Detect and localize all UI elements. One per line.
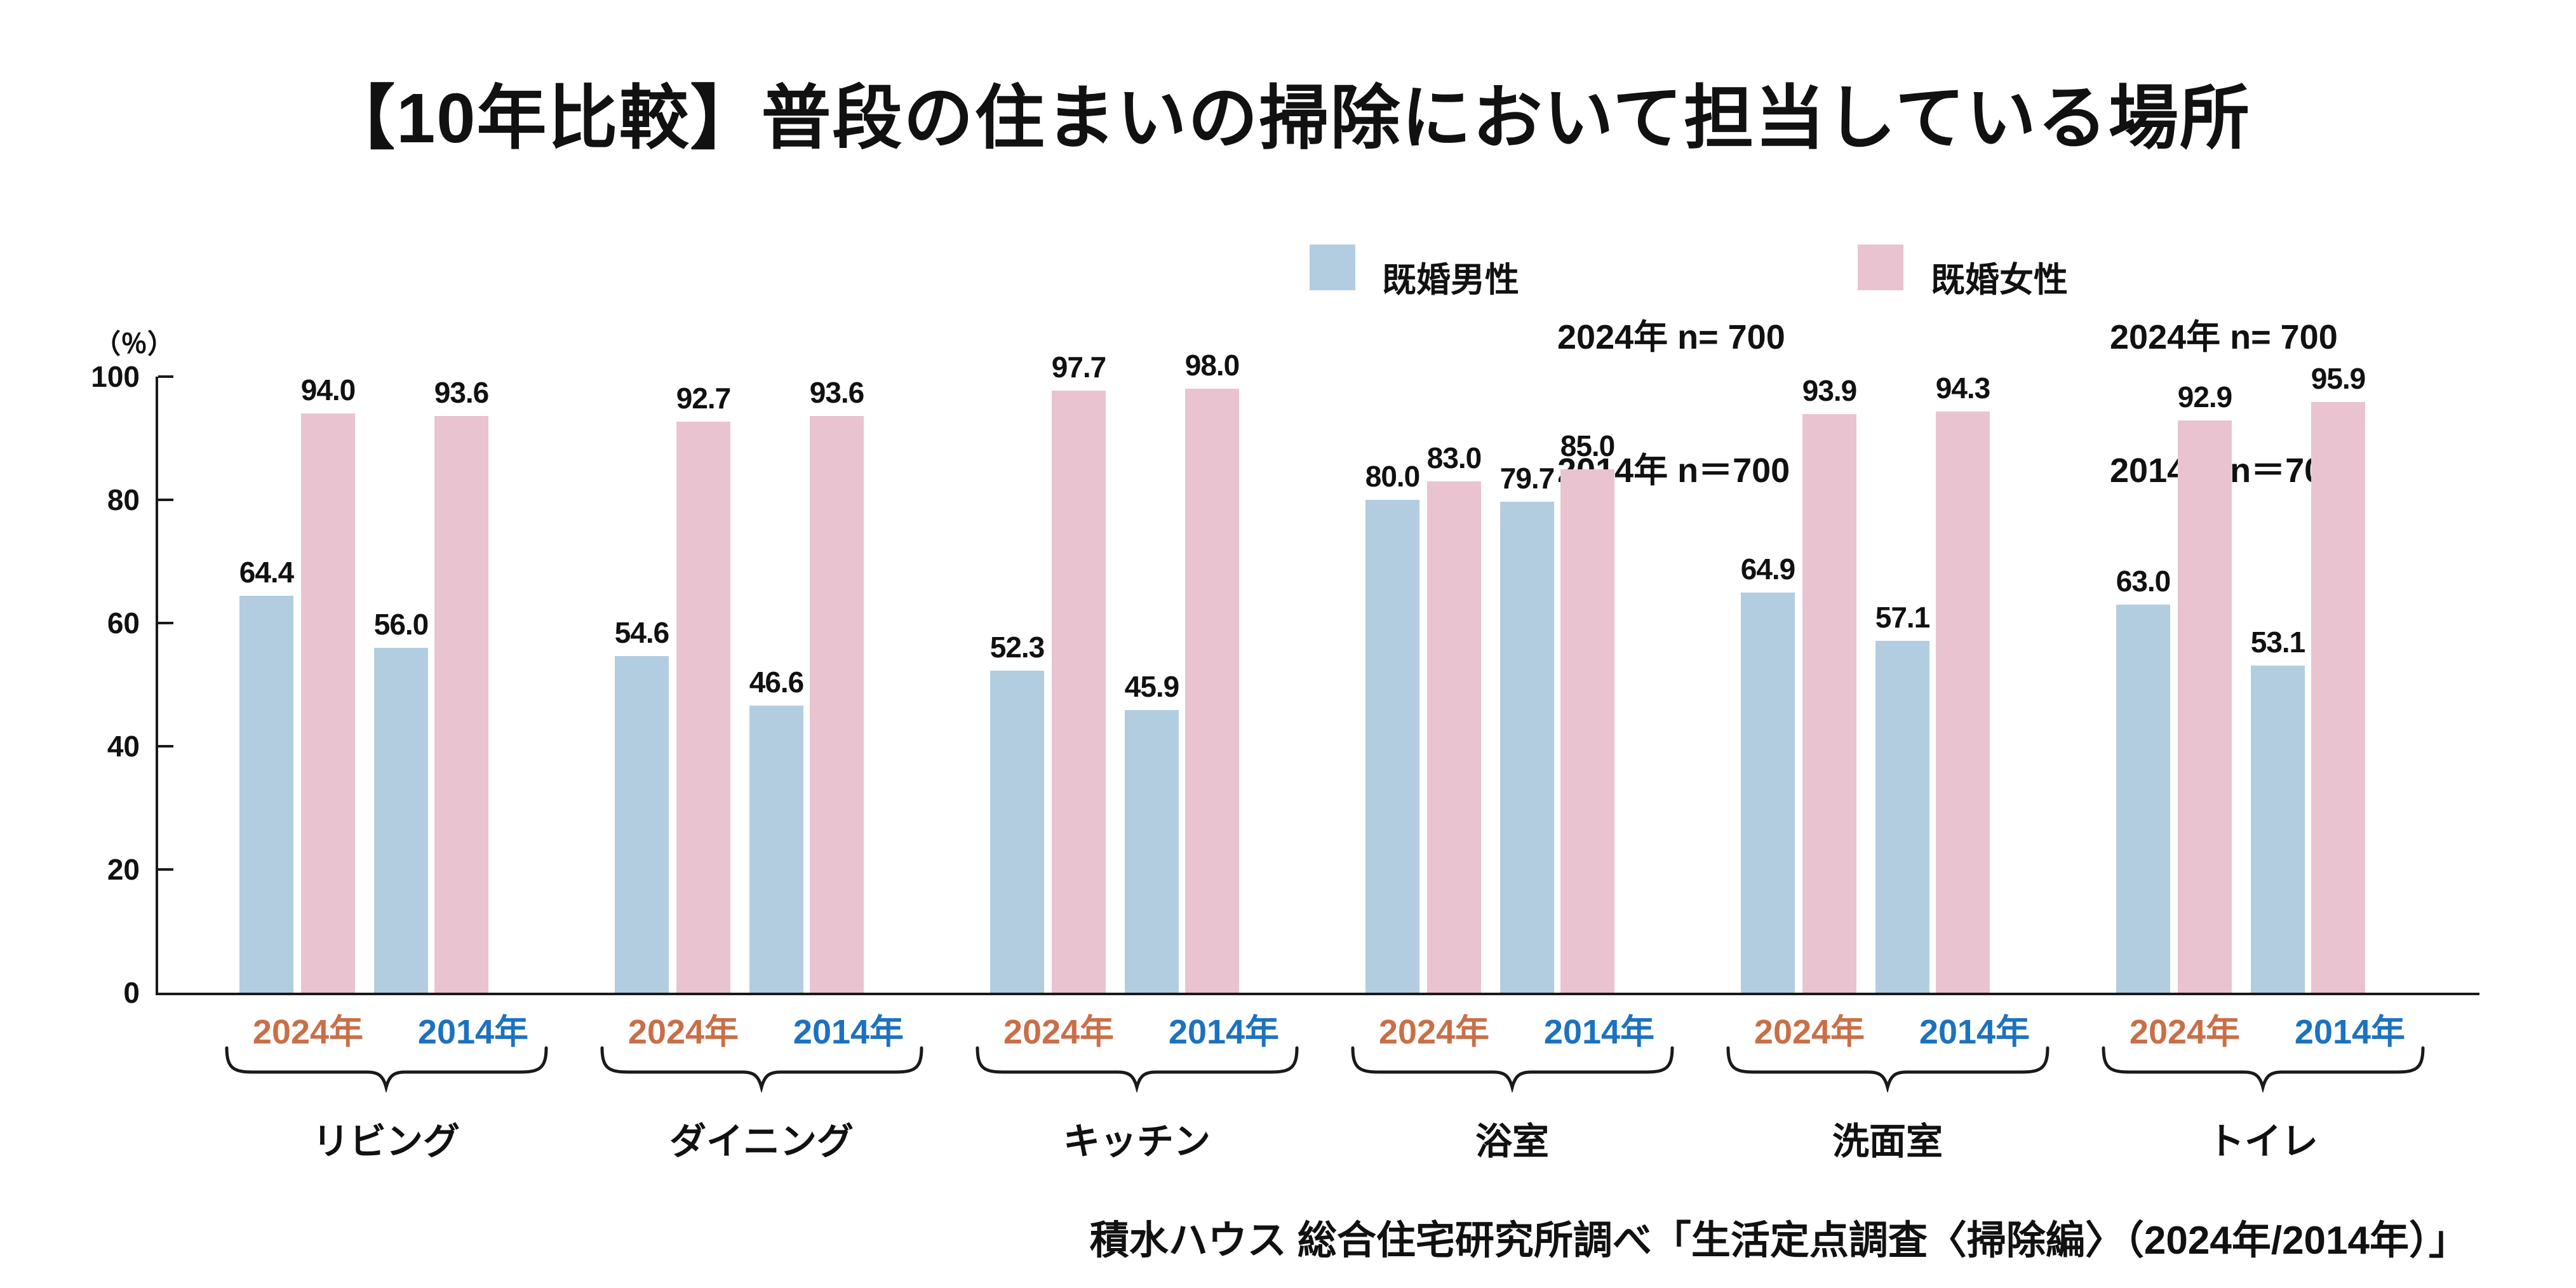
group-year-label-2024年-浴室: 2024年: [1378, 1013, 1490, 1051]
y-axis-tick-label: 60: [107, 607, 140, 640]
category-brace: [225, 1046, 548, 1092]
bar-value-label: 94.3: [1935, 372, 1991, 405]
legend-swatch-married-women: [1858, 245, 1903, 290]
bar-value-label: 46.6: [749, 665, 805, 699]
bar-female-2024年-リビング: 94.0: [301, 373, 356, 993]
bar-female-2014年-洗面室: 94.3: [1936, 372, 1990, 993]
bar-value-label: 95.9: [2311, 361, 2366, 395]
y-axis-tick-label: 40: [107, 730, 140, 763]
bar-value-label: 93.6: [434, 376, 490, 410]
bar-male-2014年-ダイニング: 46.6: [749, 666, 804, 993]
bar-male-2014年-キッチン: 45.9: [1125, 670, 1179, 993]
bar-female-2014年-ダイニング: 93.6: [810, 376, 864, 993]
bar-female-2024年-ダイニング: 92.7: [676, 382, 731, 993]
legend-label-married-women: 既婚女性: [1931, 261, 2068, 299]
bar-female-2014年-トイレ: 95.9: [2311, 362, 2366, 993]
bar-value-label: 94.0: [300, 373, 356, 407]
category-label-ダイニング: ダイニング: [669, 1121, 854, 1162]
y-axis-tick-label: 80: [107, 483, 140, 516]
bar-value-label: 98.0: [1184, 349, 1240, 382]
bar-value-label: 45.9: [1124, 669, 1180, 703]
bar-value-label: 64.9: [1740, 553, 1796, 586]
bar-value-label: 85.0: [1560, 429, 1616, 462]
bar-value-label: 56.0: [373, 607, 429, 641]
y-axis-tick-label: 0: [123, 976, 140, 1009]
bar-value-label: 52.3: [989, 630, 1045, 664]
legend-swatch-married-men: [1310, 245, 1355, 290]
bar-male-2014年-洗面室: 57.1: [1875, 601, 1930, 993]
bar-male-2014年-トイレ: 53.1: [2251, 626, 2305, 993]
y-axis-tick-label: 20: [107, 853, 140, 886]
y-axis-tick: [158, 622, 173, 624]
y-axis-tick: [158, 745, 173, 748]
group-year-label-2014年-トイレ: 2014年: [2294, 1013, 2406, 1051]
group-year-label-2014年-キッチン: 2014年: [1168, 1013, 1280, 1051]
category-brace: [1726, 1046, 2049, 1092]
bar-female-2014年-リビング: 93.6: [434, 376, 489, 993]
source-note: 積水ハウス 総合住宅研究所調べ「生活定点調査〈掃除編〉（2024年/2014年）…: [1089, 1219, 2468, 1263]
group-year-label-2024年-リビング: 2024年: [252, 1013, 364, 1051]
bar-male-2014年-リビング: 56.0: [374, 608, 429, 993]
bar-male-2024年-トイレ: 63.0: [2116, 565, 2171, 993]
category-brace: [1351, 1046, 1674, 1092]
bar-value-label: 53.1: [2250, 625, 2306, 659]
plot-area: 64.4 94.0 56.0 93.6 54.6 92.7 46.6 93.6 52.3 97.7…: [156, 349, 2479, 995]
bar-value-label: 97.7: [1051, 351, 1107, 384]
bar-female-2014年-浴室: 85.0: [1560, 429, 1615, 993]
bar-value-label: 54.6: [614, 616, 670, 650]
legend-n-line: 2024年 n= 700: [1557, 318, 1785, 356]
y-axis-tick: [158, 375, 173, 378]
bar-male-2014年-浴室: 79.7: [1500, 462, 1555, 993]
y-axis-tick-label: 100: [91, 360, 140, 393]
bar-value-label: 63.0: [2116, 564, 2171, 598]
legend-n-line: 2024年 n= 700: [2110, 318, 2338, 356]
bar-male-2024年-洗面室: 64.9: [1741, 553, 1795, 993]
category-label-キッチン: キッチン: [1063, 1121, 1211, 1162]
group-year-label-2014年-浴室: 2014年: [1543, 1013, 1655, 1051]
group-year-label-2024年-キッチン: 2024年: [1003, 1013, 1115, 1051]
bar-female-2024年-キッチン: 97.7: [1052, 351, 1106, 993]
bar-male-2024年-リビング: 64.4: [239, 556, 294, 993]
bar-female-2024年-洗面室: 93.9: [1802, 374, 1857, 993]
bar-value-label: 93.9: [1802, 374, 1858, 408]
bar-female-2024年-浴室: 83.0: [1427, 441, 1482, 993]
group-year-label-2024年-ダイニング: 2024年: [627, 1013, 739, 1051]
bar-female-2014年-キッチン: 98.0: [1185, 349, 1240, 993]
bar-male-2024年-ダイニング: 54.6: [615, 616, 669, 993]
category-label-トイレ: トイレ: [2207, 1121, 2318, 1162]
legend-label-married-men: 既婚男性: [1382, 261, 1519, 299]
bar-value-label: 92.7: [676, 381, 732, 415]
category-label-浴室: 浴室: [1475, 1121, 1549, 1162]
category-brace: [2102, 1046, 2425, 1092]
category-brace: [976, 1046, 1299, 1092]
category-label-リビング: リビング: [312, 1121, 460, 1162]
chart-title: 【10年比較】普段の住まいの掃除において担当している場所: [325, 79, 2251, 158]
category-label-洗面室: 洗面室: [1832, 1121, 1943, 1162]
bar-value-label: 93.6: [809, 376, 865, 410]
bar-female-2024年-トイレ: 92.9: [2178, 380, 2232, 993]
y-axis-tick: [158, 868, 173, 871]
bar-male-2024年-浴室: 80.0: [1365, 460, 1420, 993]
y-axis-unit: （％）: [94, 329, 175, 359]
bar-male-2024年-キッチン: 52.3: [990, 631, 1045, 993]
group-year-label-2014年-リビング: 2014年: [417, 1013, 529, 1051]
group-year-label-2014年-洗面室: 2014年: [1919, 1013, 2030, 1051]
group-year-label-2024年-トイレ: 2024年: [2129, 1013, 2241, 1051]
bar-value-label: 64.4: [239, 556, 295, 589]
bar-value-label: 79.7: [1499, 461, 1555, 495]
bar-value-label: 92.9: [2177, 380, 2233, 413]
bar-value-label: 57.1: [1875, 601, 1931, 634]
group-year-label-2024年-洗面室: 2024年: [1754, 1013, 1865, 1051]
bar-value-label: 83.0: [1426, 441, 1482, 474]
category-brace: [600, 1046, 923, 1092]
y-axis-tick: [158, 499, 173, 501]
bar-value-label: 80.0: [1365, 460, 1421, 493]
group-year-label-2014年-ダイニング: 2014年: [793, 1013, 904, 1051]
